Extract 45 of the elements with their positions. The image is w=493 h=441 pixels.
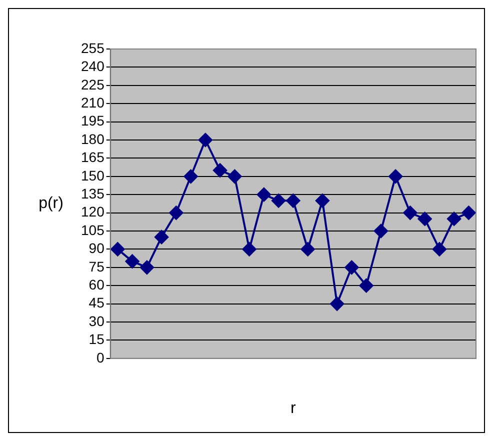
y-tick-label: 180 [81, 130, 105, 147]
y-axis-title: p(r) [38, 195, 64, 212]
y-tick-label: 225 [81, 76, 105, 92]
point [140, 260, 154, 274]
point [315, 194, 330, 208]
point [418, 212, 432, 226]
y-tick-label: 195 [81, 112, 105, 129]
y-tick-label: 135 [81, 185, 105, 202]
point [388, 169, 403, 184]
y-tick-label: 75 [88, 258, 105, 274]
point [198, 133, 212, 147]
point [154, 230, 169, 244]
y-tick-label: 210 [81, 94, 105, 110]
point [300, 242, 315, 256]
point [374, 224, 388, 238]
x-axis-title: r [290, 400, 297, 417]
y-tick-label: 240 [81, 58, 105, 74]
y-tick-label: 30 [88, 312, 105, 329]
point [344, 260, 359, 274]
point [447, 212, 462, 226]
point [228, 169, 242, 184]
y-tick-label: 90 [88, 240, 105, 256]
y-tick-label: 150 [81, 167, 105, 184]
point [432, 242, 446, 256]
point [462, 206, 476, 220]
y-tick-label: 165 [81, 149, 105, 166]
point [184, 169, 198, 184]
y-tick-label: 120 [81, 204, 105, 220]
y-tick-label: 45 [88, 294, 105, 311]
y-tick-label: 15 [88, 331, 105, 348]
point [169, 206, 184, 220]
y-tick-label: 60 [88, 276, 105, 292]
y-tick-label: 255 [81, 40, 105, 56]
point [213, 163, 228, 178]
y-tick-label: 105 [81, 222, 105, 238]
point [286, 194, 300, 208]
y-tick-label: 0 [96, 349, 105, 366]
point [110, 242, 125, 256]
point [359, 278, 374, 293]
point [272, 194, 286, 208]
point [125, 254, 140, 268]
point [242, 242, 256, 256]
point [403, 206, 418, 220]
point [256, 188, 271, 202]
point [330, 296, 344, 311]
